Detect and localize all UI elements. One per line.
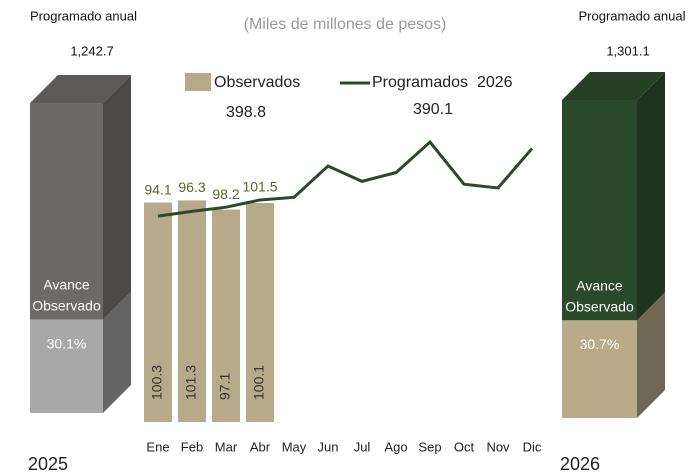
box-side (637, 72, 665, 321)
series-total: 398.8 (226, 104, 266, 121)
x-tick-label: Oct (454, 439, 475, 454)
line-value-label: 98.2 (212, 186, 239, 202)
box-top (562, 72, 665, 100)
box-side (637, 292, 665, 418)
box-year: 2026 (560, 454, 600, 474)
box-total: 1,301.1 (606, 43, 649, 58)
x-tick-label: Sep (418, 439, 441, 454)
x-tick-label: Ene (146, 439, 169, 454)
progress-label: Avance Observado (565, 277, 634, 314)
box-side (103, 291, 131, 413)
bar-value-label: 97.1 (217, 373, 233, 400)
box-label: Programado anual (579, 8, 686, 23)
series-total: 390.1 (413, 101, 453, 118)
x-tick-label: Jul (354, 439, 371, 454)
box-program (30, 103, 103, 320)
bar-value-label: 100.3 (149, 365, 165, 400)
box-progress (562, 320, 637, 418)
box-top (30, 75, 131, 103)
x-tick-label: Nov (486, 439, 510, 454)
line-value-label: 96.3 (178, 179, 205, 195)
box-label: Programado anual (30, 8, 137, 23)
bar-value-label: 101.3 (183, 365, 199, 400)
bar (178, 200, 206, 422)
x-tick-label: Abr (250, 439, 271, 454)
bar (246, 203, 274, 422)
box-progress (30, 319, 103, 413)
x-tick-label: Dic (523, 439, 542, 454)
box-side (103, 75, 131, 320)
legend-label: Observados (214, 74, 300, 91)
progress-percent: 30.1% (47, 335, 87, 351)
progress-label: Avance Observado (32, 276, 101, 313)
bar-value-label: 100.1 (251, 365, 267, 400)
x-tick-label: Ago (384, 439, 407, 454)
chart-subtitle: (Miles de millones de pesos) (244, 16, 447, 33)
line (157, 139, 534, 218)
box-year: 2025 (28, 454, 68, 474)
x-tick-label: Feb (181, 439, 203, 454)
box-program (562, 100, 637, 321)
line-value-label: 101.5 (242, 179, 277, 195)
bar (212, 209, 240, 422)
progress-percent: 30.7% (580, 336, 620, 352)
x-tick-label: Jun (318, 439, 339, 454)
x-tick-label: May (282, 439, 307, 454)
x-tick-label: Mar (215, 439, 238, 454)
legend-swatch (185, 73, 211, 91)
box-total: 1,242.7 (70, 43, 113, 58)
bar (144, 202, 172, 422)
legend-label: Programados 2026 (372, 74, 513, 91)
line-value-label: 94.1 (144, 181, 171, 197)
